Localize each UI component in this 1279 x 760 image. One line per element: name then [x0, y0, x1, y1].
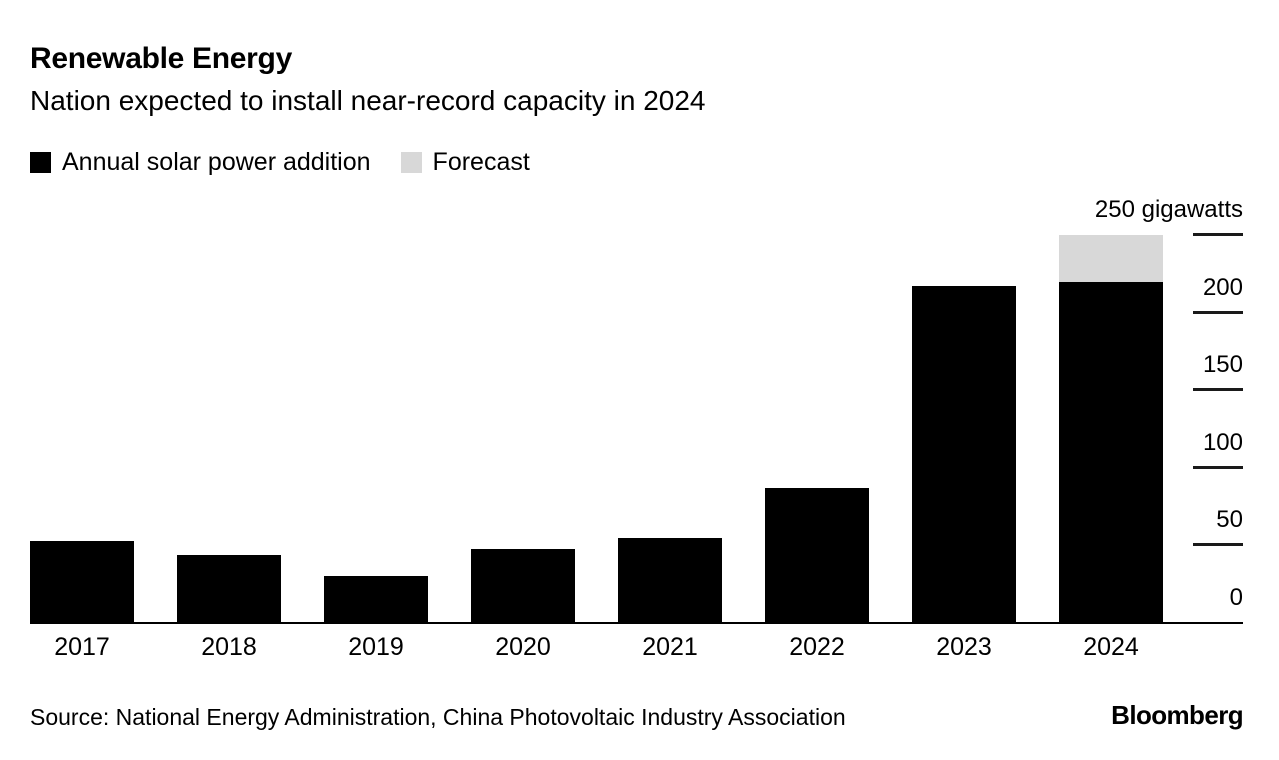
bar-2021: [618, 538, 722, 623]
bar-segment-actual-2019: [324, 576, 428, 623]
x-tick-label-2024: 2024: [1083, 633, 1139, 661]
y-tick-label-0: 0: [1229, 584, 1243, 611]
bar-segment-forecast-2024: [1059, 235, 1163, 282]
y-tick-label-200: 200: [1202, 274, 1243, 301]
legend: Annual solar power addition Forecast: [30, 148, 530, 177]
x-tick-label-2020: 2020: [495, 633, 551, 661]
bar-segment-actual-2021: [618, 538, 722, 623]
y-tick-mark-150: [1193, 388, 1243, 391]
y-tick-mark-50: [1193, 543, 1243, 546]
bar-2019: [324, 576, 428, 623]
bar-2018: [177, 555, 281, 623]
bar-2022: [765, 488, 869, 623]
legend-swatch-annual-addition: [30, 152, 51, 173]
chart-title: Renewable Energy: [30, 42, 292, 75]
source-note: Source: National Energy Administration, …: [30, 704, 846, 730]
x-tick-label-2017: 2017: [54, 633, 110, 661]
bar-2017: [30, 541, 134, 623]
bar-segment-actual-2023: [912, 286, 1016, 623]
legend-item-forecast: Forecast: [400, 148, 530, 177]
bar-segment-actual-2018: [177, 555, 281, 623]
y-tick-mark-250: [1193, 233, 1243, 236]
y-tick-mark-200: [1193, 311, 1243, 314]
legend-swatch-forecast: [400, 152, 422, 173]
bar-2020: [471, 549, 575, 623]
y-tick-label-100: 100: [1202, 429, 1243, 456]
bar-2023: [912, 286, 1016, 623]
bar-segment-actual-2020: [471, 549, 575, 623]
bar-2024: [1059, 235, 1163, 623]
plot-area: [30, 235, 1163, 623]
bar-segment-actual-2017: [30, 541, 134, 623]
x-tick-label-2023: 2023: [936, 633, 992, 661]
x-axis-labels: 2017 2018 2019 2020 2021 2022 2023 2024: [30, 633, 1163, 662]
y-tick-label-50: 50: [1216, 506, 1243, 533]
bar-segment-actual-2024: [1059, 282, 1163, 623]
bloomberg-logo: Bloomberg: [1111, 700, 1243, 730]
y-tick-mark-100: [1193, 466, 1243, 469]
legend-label-forecast: Forecast: [432, 148, 530, 176]
x-tick-label-2021: 2021: [642, 633, 698, 661]
x-tick-label-2019: 2019: [348, 633, 404, 661]
x-tick-label-2018: 2018: [201, 633, 257, 661]
legend-item-annual-addition: Annual solar power addition: [30, 148, 371, 177]
legend-label-annual-addition: Annual solar power addition: [62, 148, 371, 176]
x-tick-label-2022: 2022: [789, 633, 845, 661]
y-tick-label-150: 150: [1202, 351, 1243, 378]
x-axis-line: [30, 622, 1243, 624]
y-tick-label-250: 250 gigawatts: [1094, 196, 1243, 223]
chart-subtitle: Nation expected to install near-record c…: [30, 85, 706, 116]
bar-segment-actual-2022: [765, 488, 869, 623]
